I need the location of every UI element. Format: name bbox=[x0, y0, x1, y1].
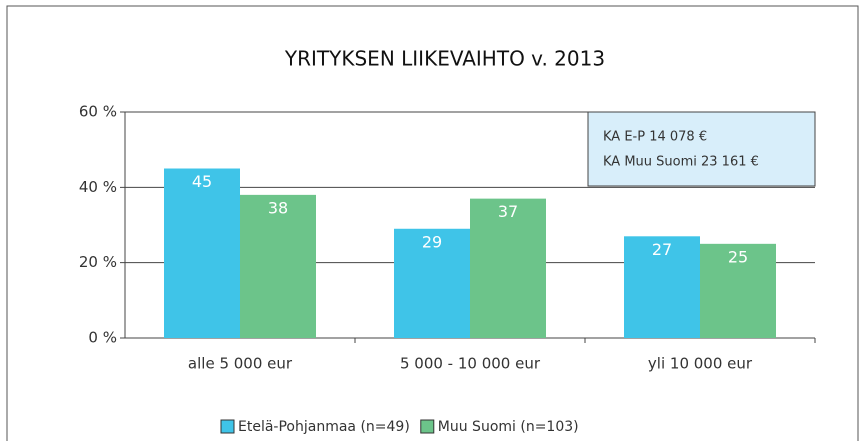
value-label: 27 bbox=[652, 240, 672, 259]
legend-label: Muu Suomi (n=103) bbox=[438, 419, 579, 435]
value-label: 37 bbox=[498, 202, 518, 221]
x-tick-label: yli 10 000 eur bbox=[648, 355, 753, 373]
value-label: 25 bbox=[728, 247, 748, 266]
bar bbox=[624, 236, 700, 338]
legend-swatch bbox=[220, 419, 235, 434]
bar bbox=[240, 194, 316, 338]
bar bbox=[164, 168, 240, 338]
annotation: KA E-P 14 078 € bbox=[603, 130, 707, 145]
frame bbox=[6, 5, 859, 441]
annotation-box bbox=[587, 111, 816, 187]
value-label: 29 bbox=[422, 232, 442, 251]
bar bbox=[700, 243, 776, 338]
y-tick-label: 20 % bbox=[79, 253, 117, 271]
value-label: 45 bbox=[192, 172, 212, 191]
chart-title: YRITYKSEN LIIKEVAIHTO v. 2013 bbox=[284, 47, 605, 71]
y-tick-label: 60 % bbox=[79, 103, 117, 121]
x-tick-label: 5 000 - 10 000 eur bbox=[400, 355, 541, 373]
annotation: KA Muu Suomi 23 161 € bbox=[603, 155, 759, 170]
bar bbox=[394, 228, 470, 338]
y-tick-label: 0 % bbox=[88, 329, 117, 347]
y-tick-label: 40 % bbox=[79, 178, 117, 196]
bar bbox=[470, 198, 546, 338]
x-tick-label: alle 5 000 eur bbox=[188, 355, 293, 373]
legend-swatch bbox=[420, 419, 435, 434]
value-label: 38 bbox=[268, 198, 288, 217]
legend-label: Etelä-Pohjanmaa (n=49) bbox=[238, 419, 410, 435]
